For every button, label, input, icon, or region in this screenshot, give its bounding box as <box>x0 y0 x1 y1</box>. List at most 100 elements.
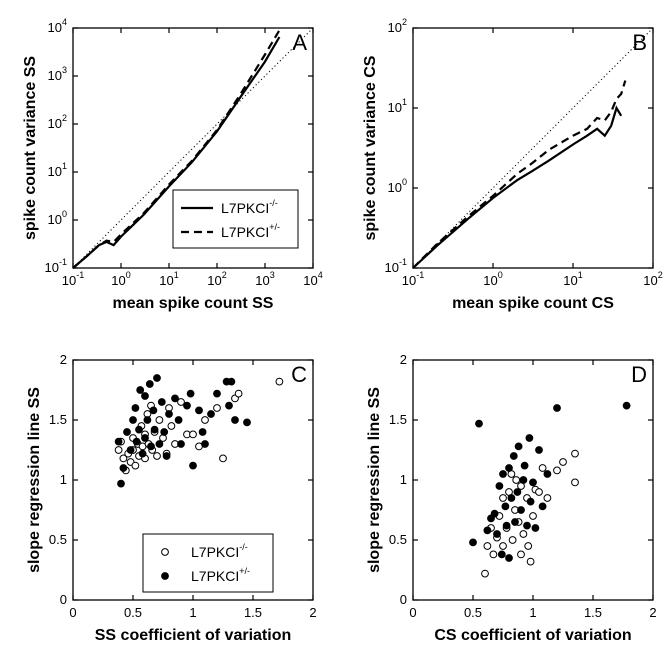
panel-letter: D <box>631 362 647 387</box>
y-tick-label: 1.5 <box>389 412 407 427</box>
scatter-point <box>131 461 140 470</box>
scatter-point <box>153 374 161 382</box>
legend-marker <box>161 572 169 580</box>
legend-label: L7PKCI+/- <box>191 566 250 584</box>
scatter-point <box>201 416 209 424</box>
scatter-point <box>524 542 533 550</box>
scatter-point <box>177 398 185 406</box>
x-axis-label: CS coefficient of variation <box>434 627 631 644</box>
scatter-point <box>505 464 513 472</box>
y-tick-label: 10-1 <box>385 257 407 275</box>
scatter-point <box>123 428 131 436</box>
x-tick-label: 10-1 <box>402 270 424 288</box>
scatter-point <box>538 502 547 511</box>
scatter-point <box>141 392 149 400</box>
scatter-point <box>153 452 161 460</box>
y-tick-label: 1 <box>400 472 407 487</box>
scatter-point <box>571 478 579 487</box>
x-tick-label: 1.5 <box>584 605 602 620</box>
scatter-point <box>483 542 492 550</box>
scatter-point <box>132 437 141 446</box>
y-axis-label: spike count variance CS <box>362 55 379 240</box>
x-tick-label: 0 <box>409 605 416 620</box>
scatter-point <box>149 406 158 415</box>
y-tick-label: 102 <box>388 17 407 35</box>
y-tick-label: 101 <box>48 161 67 179</box>
panel-letter: A <box>292 30 307 55</box>
scatter-point <box>131 404 140 412</box>
scatter-point <box>520 461 529 470</box>
scatter-point <box>117 479 125 488</box>
x-tick-label: 101 <box>159 270 178 288</box>
scatter-point <box>499 494 507 502</box>
scatter-point <box>126 446 135 454</box>
scatter-point <box>160 428 169 436</box>
scatter-point <box>147 442 155 451</box>
legend-box <box>172 189 299 249</box>
y-tick-label: 102 <box>48 113 67 131</box>
scatter-point <box>507 494 516 502</box>
scatter-point <box>501 502 510 511</box>
scatter-point <box>475 419 483 428</box>
legend-label: L7PKCI+/- <box>221 222 280 240</box>
y-tick-label: 103 <box>48 65 67 83</box>
scatter-point <box>186 389 195 398</box>
scatter-point <box>511 518 519 526</box>
x-axis-label: SS coefficient of variation <box>95 627 291 644</box>
scatter-point <box>469 538 477 547</box>
scatter-point <box>198 428 207 436</box>
scatter-point <box>526 557 535 566</box>
x-tick-label: 0.5 <box>464 605 482 620</box>
scatter-point <box>201 440 209 448</box>
scatter-point <box>543 470 552 478</box>
legend-label: L7PKCI-/- <box>221 198 278 216</box>
y-tick-label: 101 <box>388 97 407 115</box>
x-tick-label: 2 <box>309 605 316 620</box>
scatter-point <box>499 470 507 478</box>
scatter-point <box>497 550 506 559</box>
y-tick-label: 0 <box>400 592 407 607</box>
x-tick-label: 100 <box>483 270 502 288</box>
x-tick-label: 104 <box>303 270 322 288</box>
x-tick-label: 1 <box>189 605 196 620</box>
x-axis-label: mean spike count SS <box>113 295 274 312</box>
scatter-point <box>227 377 236 386</box>
scatter-point <box>523 521 531 530</box>
x-axis-label: mean spike count CS <box>452 295 614 312</box>
scatter-point <box>189 461 197 470</box>
scatter-point <box>189 430 197 439</box>
panel-letter: C <box>291 362 307 387</box>
x-tick-label: 0 <box>69 605 76 620</box>
panel-b: 10-1 100 101 102 10-1 100 101 102 mean spike cou… <box>362 17 663 312</box>
scatter-point <box>525 434 534 442</box>
scatter-point <box>538 464 547 472</box>
plot-frame <box>412 27 654 269</box>
scatter-point <box>559 458 567 466</box>
scatter-point <box>207 410 215 418</box>
scatter-point <box>493 530 501 538</box>
scatter-point <box>231 416 239 424</box>
scatter-point <box>517 506 525 514</box>
legend-box <box>142 533 274 593</box>
scatter-point <box>519 530 528 538</box>
scatter-point <box>529 478 537 487</box>
x-tick-label: 0.5 <box>124 605 142 620</box>
identity-reference-line <box>412 27 654 269</box>
scatter-point <box>219 454 227 463</box>
scatter-point <box>489 550 498 559</box>
scatter-point <box>213 389 221 398</box>
scatter-point <box>213 404 221 412</box>
scatter-point <box>119 464 128 472</box>
scatter-point <box>514 442 523 451</box>
scatter-point <box>531 524 540 532</box>
panel-d: 0 0.5 1 1.5 2 0 0.5 1 1.5 2 CS coefficient of vari… <box>366 352 657 644</box>
y-tick-label: 1.5 <box>49 412 67 427</box>
legend-marker <box>161 548 169 556</box>
series-line-het <box>412 80 627 269</box>
scatter-point <box>502 521 511 530</box>
y-tick-label: 10-1 <box>45 257 67 275</box>
scatter-point <box>177 440 185 448</box>
y-axis-label: slope regression line SS <box>366 387 383 573</box>
